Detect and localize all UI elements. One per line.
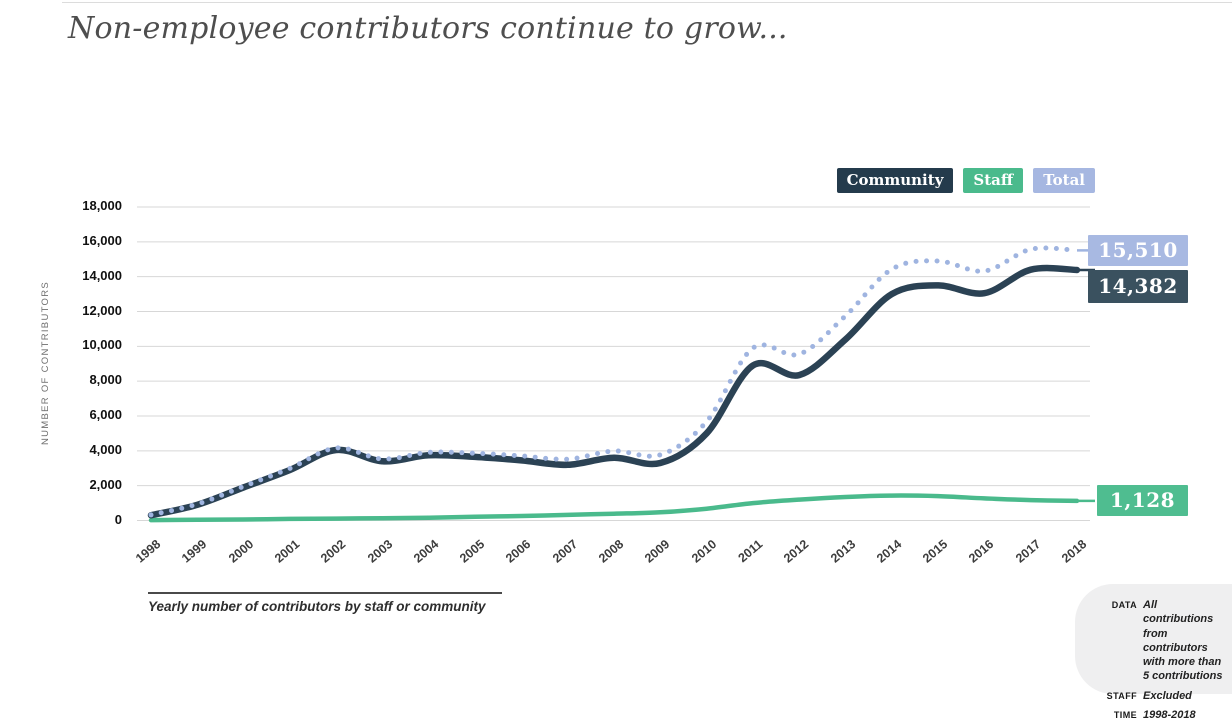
x-tick-label: 2014 (873, 536, 905, 566)
chart-plot (137, 206, 1095, 523)
x-tick-label: 2004 (410, 536, 442, 566)
y-tick-label: 8,000 (89, 372, 122, 388)
y-tick-label: 6,000 (89, 407, 122, 422)
x-tick-label: 2012 (781, 536, 812, 566)
value-badge-staff: 1,128 (1097, 485, 1188, 517)
legend-item-total: Total (1033, 168, 1095, 193)
info-value: 1998-2018 (1143, 709, 1196, 722)
info-value: Excluded (1143, 689, 1192, 702)
x-tick-label: 2001 (271, 536, 303, 566)
x-tick-label: 2010 (688, 536, 719, 566)
top-rule (62, 2, 1232, 3)
x-tick-label: 2007 (549, 536, 580, 566)
x-tick-label: 2013 (827, 536, 858, 566)
x-tick-label: 1999 (179, 536, 210, 566)
x-tick-label: 2005 (457, 536, 488, 566)
y-tick-label: 10,000 (82, 337, 122, 353)
x-tick-label: 2009 (642, 536, 673, 566)
info-label: TIME (1113, 710, 1137, 721)
info-label: DATA (1111, 600, 1137, 610)
y-tick-label: 2,000 (89, 476, 122, 492)
x-tick-label: 2016 (966, 536, 997, 566)
x-tick-label: 2008 (595, 536, 627, 566)
x-tick-label: 2006 (503, 536, 534, 566)
legend-item-staff: Staff (963, 168, 1024, 193)
value-badge-total: 15,510 (1088, 234, 1188, 266)
value-badge-community: 14,382 (1088, 269, 1188, 303)
info-panel: DATA All contributions from contributors … (1075, 584, 1232, 721)
info-value: All contributions from contributors with… (1143, 599, 1223, 683)
series-path-staff (148, 493, 1080, 523)
chart-caption: Yearly number of contributors by staff o… (148, 599, 486, 614)
y-tick-label: 16,000 (82, 232, 122, 248)
y-tick-label: 14,000 (82, 267, 122, 283)
y-tick-label: 4,000 (89, 441, 122, 457)
y-tick-label: 0 (114, 511, 122, 527)
x-tick-label: 2018 (1058, 536, 1090, 566)
series-path-total (148, 245, 1080, 518)
legend-item-community: Community (836, 168, 954, 193)
x-tick-label: 2011 (735, 536, 766, 566)
info-label: STAFF (1106, 690, 1137, 701)
y-tick-label: 12,000 (82, 302, 122, 318)
x-tick-label: 2002 (318, 536, 349, 566)
y-tick-label: 18,000 (82, 198, 122, 213)
series-path-community (147, 264, 1081, 519)
page-title: Non-employee contributors continue to gr… (68, 11, 788, 46)
x-tick-label: 1998 (132, 536, 164, 566)
x-tick-label: 2003 (364, 536, 395, 566)
x-tick-label: 2015 (920, 536, 951, 566)
x-tick-label: 2000 (225, 536, 256, 566)
x-tick-label: 2017 (1012, 536, 1043, 566)
chart-legend: Community Staff Total (0, 167, 1095, 194)
caption-rule (148, 592, 502, 594)
